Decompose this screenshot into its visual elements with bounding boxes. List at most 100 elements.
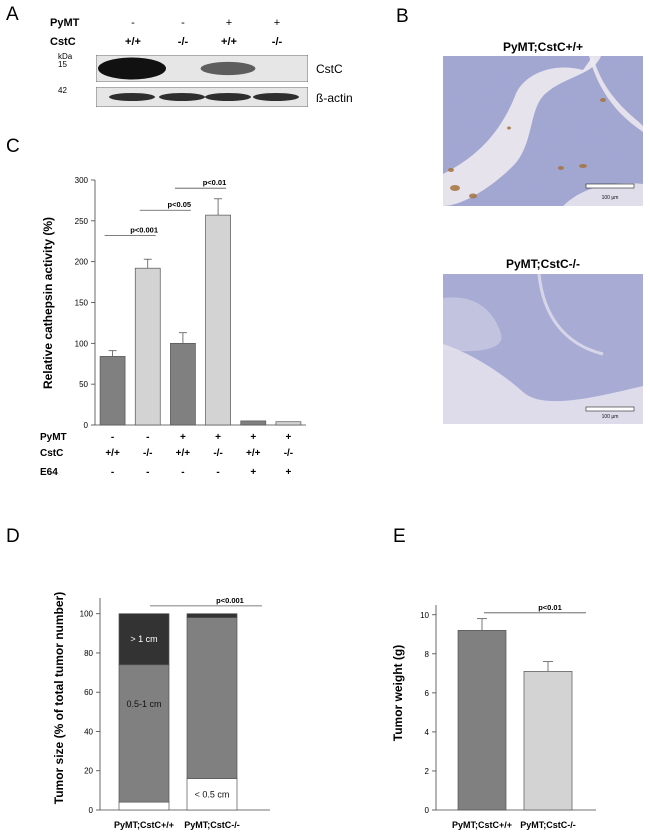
chart-d-ytick-label: 40 (84, 727, 93, 736)
chart-c-bar (240, 420, 267, 426)
chart-c-condition-label: E64 (40, 467, 58, 478)
actin-band (159, 93, 205, 101)
actin-band (253, 93, 299, 101)
chart-d-segment-label: 0.5-1 cm (126, 699, 161, 709)
chart-d-segment (118, 664, 170, 803)
chart-c-condition-value: - (146, 432, 149, 443)
band-label-actin: ß-actin (316, 91, 353, 105)
lane-1-pymt: - (131, 17, 135, 29)
blot-panel: PyMT CstC - - + + +/+ -/- +/+ -/- kDa 15… (0, 0, 380, 130)
chart-c-condition-value: - (111, 467, 114, 478)
chart-c-ylabel: Relative cathepsin activity (%) (41, 217, 55, 389)
chart-c-condition-value: - (146, 467, 149, 478)
chart-d-segment-label: > 1 cm (130, 634, 157, 644)
marker-42: 42 (58, 86, 67, 95)
chart-c-condition-value: - (111, 432, 114, 443)
chart-c-bar (205, 214, 231, 426)
chart-c-bar (275, 421, 302, 426)
cstc-blot (96, 55, 308, 82)
chart-c-ytick-label: 100 (75, 339, 89, 348)
chart-e-ylabel: Tumor weight (g) (391, 645, 405, 741)
chart-c-condition-value: + (250, 432, 256, 443)
marker-15: 15 (58, 60, 67, 69)
chart-c-condition-value: + (285, 467, 291, 478)
chart-e-ytick-label: 6 (425, 689, 430, 698)
panel-label-e: E (393, 526, 406, 547)
chart-c-significance-label: p<0.01 (203, 178, 227, 187)
chart-c-condition-value: + (250, 467, 256, 478)
actin-band (205, 93, 251, 101)
chart-e-ytick-label: 0 (425, 806, 430, 815)
chart-c-ytick-label: 200 (75, 258, 89, 267)
chart-d-ytick-label: 80 (84, 649, 93, 658)
chart-c-condition-label: PyMT (40, 432, 67, 443)
lane-3-pymt: + (225, 17, 233, 29)
micrograph-knockout-image: 100 µm (443, 274, 643, 424)
chart-c-bar (170, 342, 196, 426)
micrograph-wildtype: 100 µm (443, 56, 643, 206)
chart-e-ytick-label: 10 (420, 611, 429, 620)
chart-e-ytick-label: 8 (425, 650, 430, 659)
chart-d-segment (186, 613, 238, 618)
tumor-size-chart: Tumor size (% of total tumor number) 0 20… (52, 592, 270, 830)
chart-c-condition-value: -/- (213, 448, 222, 459)
panel-label-c: C (6, 136, 20, 157)
chart-c-condition-value: +/+ (105, 448, 120, 459)
chart-c-bar (134, 267, 161, 426)
band-label-cstc: CstC (316, 62, 343, 76)
chart-c-condition-value: - (181, 467, 184, 478)
scale-bar-label-bottom: 100 µm (602, 414, 619, 420)
row-label-pymt: PyMT (50, 17, 80, 29)
row-label-cstc: CstC (50, 36, 76, 48)
chart-e-bar (523, 671, 573, 811)
chart-c-condition-value: + (285, 432, 291, 443)
chart-c-condition-value: +/+ (176, 448, 191, 459)
chart-d-ytick-label: 100 (80, 610, 94, 619)
chart-e-ytick-label: 2 (425, 767, 430, 776)
chart-e-category-label: PyMT;CstC+/+ (452, 820, 512, 830)
chart-c-ytick-label: 250 (75, 217, 89, 226)
chart-c-ytick-label: 0 (84, 421, 89, 430)
chart-d-segment (118, 613, 170, 666)
chart-e-bar (457, 630, 507, 811)
chart-d-ylabel: Tumor size (% of total tumor number) (52, 592, 66, 804)
chart-c-condition-value: -/- (284, 448, 293, 459)
histology-title-top: PyMT;CstC+/+ (502, 40, 584, 54)
lane-4-cstc: -/- (271, 36, 283, 48)
chart-d-segment (118, 801, 170, 811)
chart-c-condition-value: - (216, 467, 219, 478)
chart-d-segment (186, 617, 238, 779)
scale-bar-label-top: 100 µm (602, 195, 619, 201)
chart-d-ytick-label: 0 (89, 806, 94, 815)
lane-2-cstc: -/- (177, 36, 189, 48)
actin-band (109, 93, 155, 101)
lane-4-pymt: + (273, 17, 281, 29)
micrograph-knockout: 100 µm (443, 274, 643, 424)
chart-d-category-label: PyMT;CstC+/+ (114, 820, 174, 830)
tumor-weight-chart: Tumor weight (g) 0 2 4 6 8 10 p<0.01 PyMT;Cst… (391, 603, 596, 830)
lane-3-cstc: +/+ (221, 36, 237, 48)
panel-label-b: B (396, 6, 409, 27)
chart-c-condition-value: +/+ (246, 448, 261, 459)
lane-2-pymt: - (181, 17, 185, 29)
chart-c-significance-label: p<0.05 (168, 200, 192, 209)
chart-d-category-label: PyMT;CstC-/- (184, 820, 240, 830)
cstc-band (200, 61, 256, 76)
micrograph-wildtype-image: 100 µm (443, 56, 643, 206)
panel-label-d: D (6, 526, 20, 547)
chart-d-segment (186, 778, 238, 811)
chart-c-bar (99, 356, 126, 426)
cstc-band (98, 57, 166, 80)
chart-c-ytick-label: 150 (75, 299, 89, 308)
chart-c-condition-label: CstC (40, 448, 63, 459)
actin-blot (96, 87, 308, 107)
chart-e-ytick-label: 4 (425, 728, 430, 737)
histology-title-bottom: PyMT;CstC-/- (506, 257, 580, 271)
lane-1-cstc: +/+ (125, 36, 141, 48)
kda-label: kDa (58, 52, 73, 61)
cathepsin-chart: Relative cathepsin activity (%) 0 50 100 15… (40, 176, 306, 478)
chart-c-ytick-label: 50 (79, 380, 88, 389)
panel-label-a: A (6, 4, 19, 25)
chart-c-condition-value: + (180, 432, 186, 443)
chart-d-ytick-label: 60 (84, 688, 93, 697)
